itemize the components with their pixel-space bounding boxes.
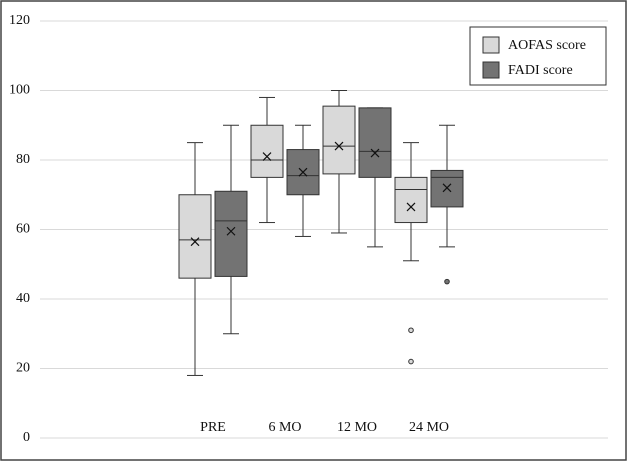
legend-label: AOFAS score bbox=[508, 38, 586, 53]
box bbox=[214, 190, 248, 277]
mean-marker bbox=[226, 226, 236, 236]
box bbox=[358, 107, 392, 178]
mean-marker bbox=[334, 141, 344, 151]
x-tick-label: 12 MO bbox=[337, 420, 377, 435]
y-tick-label: 20 bbox=[16, 361, 30, 376]
x-tick-label: PRE bbox=[200, 420, 226, 435]
y-tick-label: 100 bbox=[9, 83, 30, 98]
legend-swatch bbox=[482, 61, 500, 79]
mean-marker bbox=[298, 167, 308, 177]
y-tick-label: 40 bbox=[16, 291, 30, 306]
outlier bbox=[408, 327, 414, 334]
mean-marker bbox=[406, 202, 416, 212]
y-tick-label: 60 bbox=[16, 222, 30, 237]
mean-marker bbox=[190, 237, 200, 247]
box bbox=[430, 169, 464, 208]
box bbox=[322, 105, 356, 175]
box bbox=[178, 194, 212, 279]
outlier bbox=[408, 358, 414, 365]
legend-swatch bbox=[482, 36, 500, 54]
y-tick-label: 120 bbox=[9, 13, 30, 28]
mean-marker bbox=[442, 183, 452, 193]
x-tick-label: 6 MO bbox=[268, 420, 301, 435]
mean-marker bbox=[262, 152, 272, 161]
x-tick-label: 24 MO bbox=[409, 420, 449, 435]
outlier bbox=[444, 278, 450, 285]
legend-label: FADI score bbox=[508, 63, 573, 78]
box bbox=[250, 124, 284, 178]
y-tick-label: 80 bbox=[16, 152, 30, 167]
box bbox=[394, 176, 428, 224]
y-tick-label: 0 bbox=[23, 430, 30, 445]
mean-marker bbox=[370, 148, 380, 158]
